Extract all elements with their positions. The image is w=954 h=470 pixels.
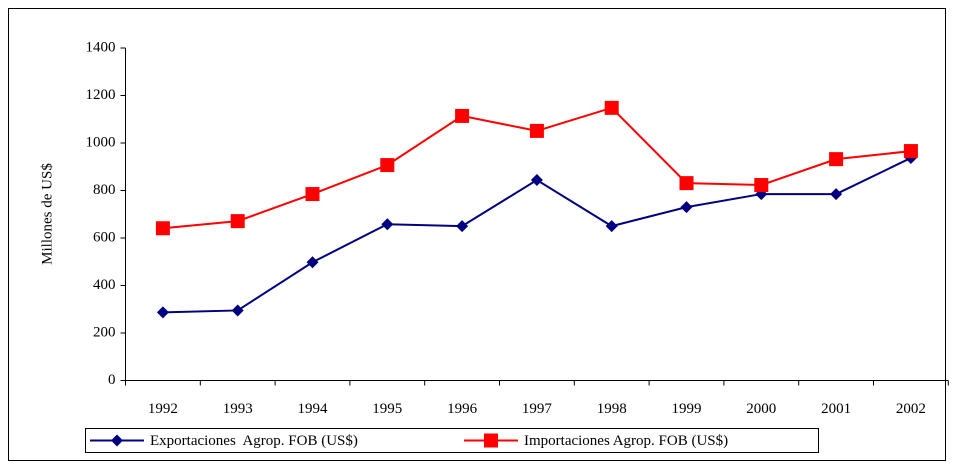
- x-tick-label: 2001: [821, 401, 851, 417]
- data-point: [230, 214, 245, 229]
- y-tick-label: 200: [93, 324, 116, 340]
- data-point: [231, 304, 244, 317]
- y-tick-label: 1000: [86, 134, 116, 150]
- y-tick-label: 1200: [86, 87, 116, 103]
- y-axis-label: Millones de US$: [39, 163, 55, 265]
- data-point: [456, 220, 469, 233]
- data-point: [305, 187, 320, 202]
- legend-label: Exportaciones Agrop. FOB (US$): [150, 433, 358, 449]
- x-tick-label: 1997: [522, 401, 553, 417]
- y-tick-label: 1400: [86, 39, 116, 55]
- data-point: [156, 306, 169, 319]
- x-tick-label: 1992: [148, 401, 178, 417]
- data-point: [529, 123, 544, 138]
- y-tick-label: 800: [93, 182, 116, 198]
- x-tick-label: 1998: [597, 401, 627, 417]
- x-tick-label: 1995: [372, 401, 402, 417]
- y-tick-label: 600: [93, 229, 116, 245]
- data-point: [381, 218, 394, 231]
- x-tick-label: 2000: [746, 401, 776, 417]
- y-tick-label: 0: [108, 372, 116, 388]
- data-point: [306, 256, 319, 269]
- y-tick-label: 400: [93, 277, 116, 293]
- data-point: [530, 174, 543, 187]
- data-point: [679, 176, 694, 191]
- data-point: [155, 221, 170, 236]
- data-point: [680, 201, 693, 214]
- data-point: [830, 188, 843, 201]
- data-point: [380, 158, 395, 173]
- x-tick-label: 1999: [672, 401, 702, 417]
- x-tick-label: 1993: [223, 401, 253, 417]
- legend-marker: [484, 433, 498, 448]
- x-tick-label: 1994: [298, 401, 329, 417]
- x-tick-label: 2002: [896, 401, 926, 417]
- data-point: [829, 152, 844, 167]
- data-point: [605, 220, 618, 233]
- data-point: [903, 144, 918, 159]
- legend-box: [85, 428, 819, 453]
- legend-marker: [111, 434, 123, 447]
- chart-frame: [8, 8, 946, 461]
- data-point: [604, 100, 619, 115]
- x-tick-label: 1996: [447, 401, 478, 417]
- data-point: [455, 108, 470, 123]
- data-point: [754, 178, 769, 193]
- legend-label: Importaciones Agrop. FOB (US$): [524, 433, 728, 449]
